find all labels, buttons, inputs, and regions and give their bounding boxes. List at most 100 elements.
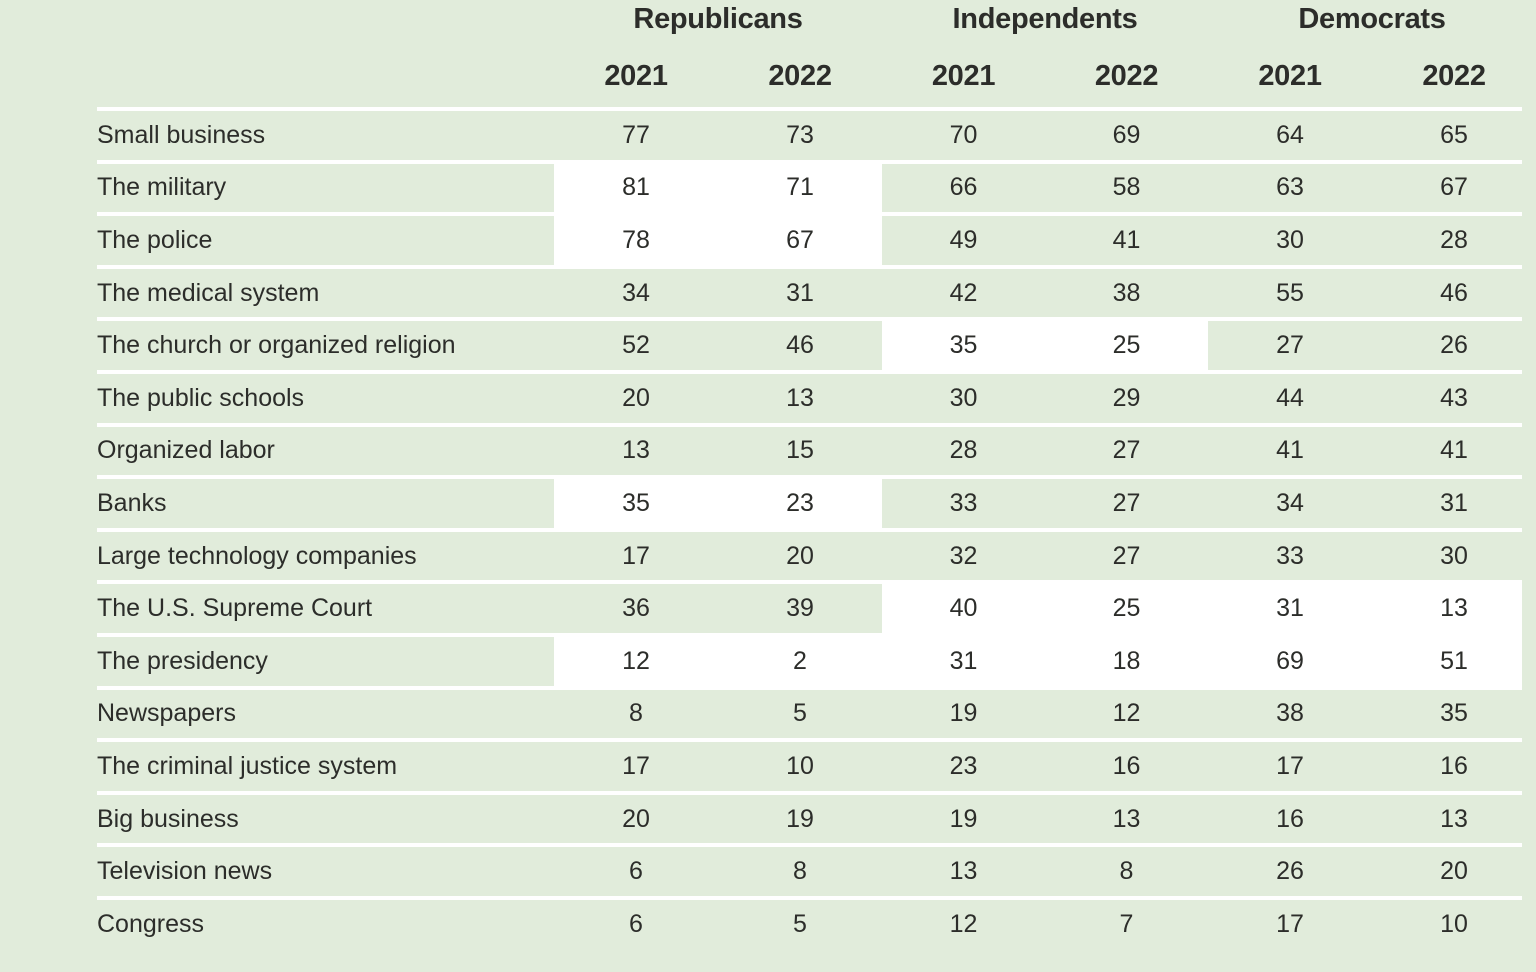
row-label: The presidency (97, 646, 268, 675)
value-cell: 46 (786, 331, 814, 360)
value-cell: 13 (1112, 804, 1141, 833)
value-cell: 13 (622, 436, 650, 465)
value-cell: 26 (1276, 857, 1304, 886)
value-cell: 10 (1440, 909, 1468, 938)
value-cell: 66 (949, 173, 978, 202)
value-cell: 31 (1440, 488, 1468, 517)
value-cell: 8 (1119, 857, 1134, 886)
value-cell: 27 (1112, 541, 1141, 570)
value-cell: 52 (622, 331, 650, 360)
value-cell: 17 (622, 751, 650, 780)
value-cell: 69 (1112, 120, 1141, 149)
row-label: The criminal justice system (97, 751, 398, 780)
value-cell: 27 (1276, 331, 1304, 360)
value-cell: 30 (949, 383, 978, 412)
value-cell: 51 (1372, 636, 1536, 686)
value-cell: 69 (1208, 636, 1372, 686)
value-cell: 13 (1440, 804, 1468, 833)
value-cell: 23 (949, 751, 978, 780)
value-cell: 78 (554, 216, 718, 265)
value-cell: 77 (622, 120, 650, 149)
value-cell: 41 (1440, 436, 1468, 465)
value-cell: 81 (554, 163, 718, 213)
value-cell: 41 (1112, 225, 1141, 254)
row-label: The medical system (97, 278, 320, 307)
value-cell: 23 (718, 479, 882, 528)
row-label: Small business (97, 120, 266, 149)
value-cell: 17 (1276, 909, 1304, 938)
value-cell: 6 (629, 909, 643, 938)
table-row: The police 78 67 49 41 30 28 (97, 212, 1536, 265)
row-label: The military (97, 173, 227, 202)
value-cell: 18 (1045, 636, 1208, 686)
row-label: The U.S. Supreme Court (97, 594, 373, 623)
value-cell: 67 (718, 216, 882, 265)
year-header-independents-2021: 2021 (931, 59, 996, 92)
value-cell: 27 (1112, 436, 1141, 465)
party-header-row: Republicans Independents Democrats (97, 2, 1536, 36)
value-cell: 30 (1276, 225, 1304, 254)
value-cell: 13 (786, 383, 814, 412)
table-row: The criminal justice system 17 10 23 16 … (97, 738, 1536, 791)
value-cell: 67 (1440, 173, 1468, 202)
value-cell: 34 (1276, 488, 1304, 517)
value-cell: 41 (1276, 436, 1304, 465)
value-cell: 5 (793, 909, 807, 938)
value-cell: 58 (1112, 173, 1141, 202)
table-row: Newspapers 8 5 19 12 38 35 (97, 685, 1536, 739)
value-cell: 25 (1045, 584, 1208, 633)
value-cell: 70 (949, 120, 978, 149)
year-header-democrats-2022: 2022 (1422, 59, 1486, 92)
value-cell: 28 (949, 436, 978, 465)
value-cell: 40 (882, 584, 1045, 633)
value-cell: 63 (1276, 173, 1304, 202)
value-cell: 38 (1112, 278, 1141, 307)
table-row: Big business 20 19 19 13 16 13 (97, 790, 1536, 844)
row-label: The police (97, 225, 213, 254)
value-cell: 13 (949, 857, 978, 886)
value-cell: 20 (622, 804, 650, 833)
year-header-democrats-2021: 2021 (1258, 59, 1322, 92)
table-row: Banks 35 23 33 27 34 31 (97, 475, 1536, 528)
year-header-independents-2022: 2022 (1094, 59, 1159, 92)
column-group-democrats: Democrats (1298, 2, 1446, 35)
row-label: Large technology companies (97, 541, 417, 570)
value-cell: 28 (1440, 225, 1468, 254)
value-cell: 8 (629, 699, 643, 728)
column-group-republicans: Republicans (633, 2, 803, 35)
value-cell: 73 (786, 120, 814, 149)
value-cell: 7 (1119, 909, 1134, 938)
right-edge-trim (1522, 107, 1536, 949)
value-cell: 32 (949, 541, 978, 570)
row-label: Congress (97, 909, 204, 938)
value-cell: 17 (1276, 751, 1304, 780)
value-cell: 13 (1372, 584, 1536, 633)
row-label: The church or organized religion (97, 331, 456, 360)
value-cell: 55 (1276, 278, 1304, 307)
row-label: Television news (97, 857, 273, 886)
value-cell: 35 (882, 321, 1045, 370)
value-cell: 64 (1276, 120, 1304, 149)
value-cell: 39 (786, 594, 814, 623)
table-row: Large technology companies 17 20 32 27 3… (97, 527, 1536, 581)
value-cell: 29 (1112, 383, 1141, 412)
table-row: Organized labor 13 15 28 27 41 41 (97, 422, 1536, 476)
value-cell: 35 (554, 479, 718, 528)
table-row: The presidency 12 2 31 18 69 51 (97, 632, 1536, 686)
value-cell: 15 (786, 436, 814, 465)
table-body: Small business 77 73 70 69 64 65 The mil… (97, 107, 1536, 949)
table-row: Television news 6 8 13 8 26 20 (97, 843, 1536, 896)
value-cell: 20 (622, 383, 650, 412)
value-cell: 65 (1440, 120, 1468, 149)
value-cell: 71 (718, 163, 882, 213)
value-cell: 19 (949, 804, 978, 833)
table-row: The military 81 71 66 58 63 67 (97, 159, 1536, 213)
value-cell: 33 (1276, 541, 1304, 570)
column-group-independents: Independents (952, 2, 1138, 35)
value-cell: 5 (793, 699, 807, 728)
value-cell: 38 (1276, 699, 1304, 728)
table-row: The church or organized religion 52 46 3… (97, 317, 1536, 370)
row-label: Banks (97, 488, 167, 517)
table-row: The public schools 20 13 30 29 44 43 (97, 369, 1536, 423)
year-header-republicans-2021: 2021 (604, 59, 668, 92)
